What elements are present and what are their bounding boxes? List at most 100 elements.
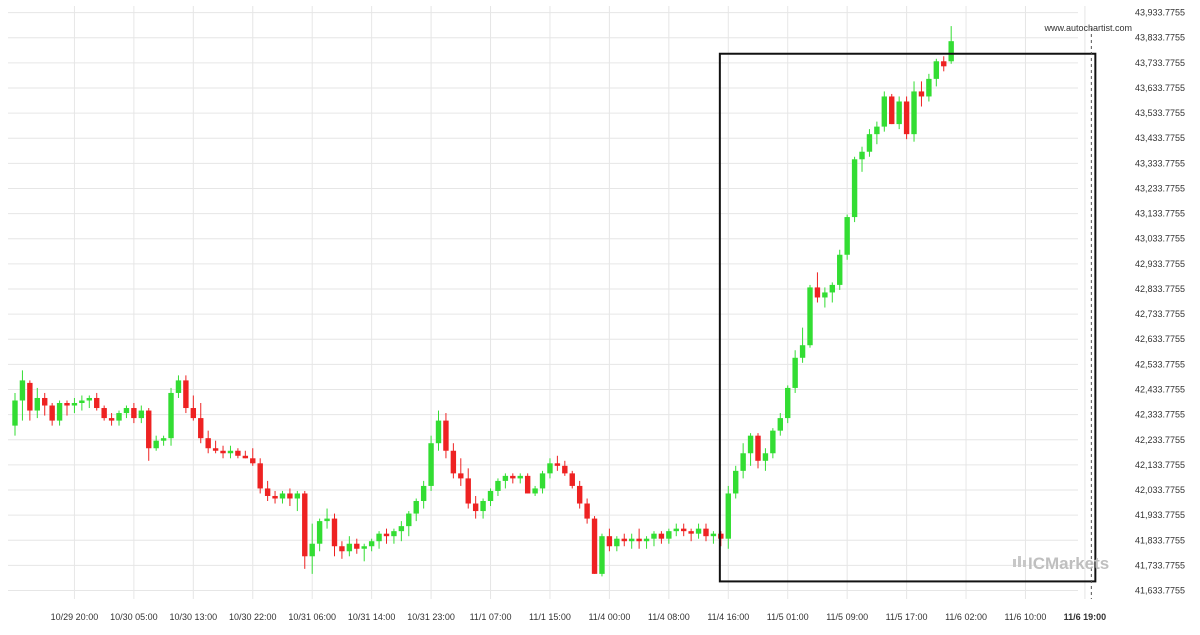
candle-body xyxy=(146,410,152,449)
candle-body xyxy=(829,284,835,293)
candle-body xyxy=(948,41,954,62)
x-tick-label: 11/4 00:00 xyxy=(588,612,630,622)
candle-body xyxy=(524,475,531,494)
candle-body xyxy=(450,450,457,474)
candle-body xyxy=(160,438,167,441)
candle-body xyxy=(562,465,568,474)
candle-body xyxy=(814,287,821,298)
candle-body xyxy=(807,287,813,346)
candle-body xyxy=(257,463,263,489)
candle-body xyxy=(302,493,308,557)
y-tick-label: 43,933.7755 xyxy=(1135,8,1185,18)
candle-body xyxy=(138,410,145,419)
y-tick-label: 42,233.7755 xyxy=(1135,435,1185,445)
y-tick-label: 43,633.7755 xyxy=(1135,83,1185,93)
candle-body xyxy=(584,503,590,519)
x-tick-label: 11/5 17:00 xyxy=(886,612,928,622)
candle-body xyxy=(279,493,286,499)
candle-body xyxy=(762,453,769,461)
y-tick-label: 42,833.7755 xyxy=(1135,284,1185,294)
candle-body xyxy=(606,536,613,547)
candle-body xyxy=(376,533,382,542)
x-axis: 10/29 20:00 10/30 05:00 10/30 13:00 10/30 2… xyxy=(51,612,1107,622)
candle-body xyxy=(183,380,189,409)
candle-body xyxy=(264,488,271,496)
candle-body xyxy=(428,443,434,486)
candle-body xyxy=(785,387,791,419)
candle-body xyxy=(599,536,605,574)
candle-body xyxy=(190,408,197,419)
candle-body xyxy=(19,380,26,401)
candle-body xyxy=(941,61,947,67)
x-tick-label: 11/1 07:00 xyxy=(470,612,512,622)
x-tick-label: 11/6 02:00 xyxy=(945,612,987,622)
y-tick-label: 43,733.7755 xyxy=(1135,58,1185,68)
candle-body xyxy=(554,463,561,466)
candle-body xyxy=(391,531,397,537)
candle-body xyxy=(413,501,419,514)
candle-body xyxy=(837,254,843,285)
y-tick-label: 42,033.7755 xyxy=(1135,485,1185,495)
y-tick-label: 43,833.7755 xyxy=(1135,33,1185,43)
candle-body xyxy=(472,503,479,512)
y-tick-label: 42,733.7755 xyxy=(1135,309,1185,319)
candle-body xyxy=(874,126,880,135)
candle-body xyxy=(666,531,672,539)
candle-body xyxy=(681,528,687,532)
candle-body xyxy=(79,400,85,404)
x-tick-label: 10/29 20:00 xyxy=(51,612,99,622)
candle-body xyxy=(480,501,486,512)
candles xyxy=(12,26,954,577)
candle-body xyxy=(435,420,442,444)
candle-body xyxy=(628,538,635,542)
candle-body xyxy=(889,96,895,125)
candle-body xyxy=(49,405,55,421)
pattern-box xyxy=(718,52,1097,583)
candle-body xyxy=(175,380,182,393)
candle-body xyxy=(465,478,471,504)
candle-body xyxy=(108,418,115,421)
candle-body xyxy=(918,91,925,97)
candle-body xyxy=(851,159,858,218)
y-tick-label: 41,633.7755 xyxy=(1135,586,1185,596)
y-tick-label: 43,033.7755 xyxy=(1135,234,1185,244)
candle-body xyxy=(123,408,130,414)
candle-body xyxy=(443,420,449,451)
candle-body xyxy=(569,473,575,486)
candle-body xyxy=(725,493,731,539)
x-tick-label: 10/31 14:00 xyxy=(348,612,396,622)
candle-body xyxy=(324,518,330,522)
candle-body xyxy=(272,495,278,499)
candle-body xyxy=(71,403,78,406)
candle-body xyxy=(517,475,523,479)
y-tick-label: 42,533.7755 xyxy=(1135,359,1185,369)
candle-body xyxy=(822,292,828,298)
candle-body xyxy=(710,533,717,537)
candle-body xyxy=(688,531,694,534)
candle-body xyxy=(287,493,293,499)
grid-lines xyxy=(8,6,1086,599)
pattern-box-layer xyxy=(718,28,1097,599)
brand-logo-text: ICMarkets xyxy=(1028,554,1109,573)
candle-body xyxy=(227,450,234,454)
candle-body xyxy=(339,546,345,552)
candle-body xyxy=(770,430,776,454)
x-tick-label: 10/30 13:00 xyxy=(170,612,218,622)
candle-body xyxy=(398,526,405,532)
candle-body xyxy=(198,418,204,439)
candle-body xyxy=(911,91,917,135)
candle-body xyxy=(94,397,100,409)
candle-body xyxy=(799,345,806,358)
candle-body xyxy=(309,543,315,557)
x-tick-label: 10/31 06:00 xyxy=(288,612,336,622)
candle-body xyxy=(294,493,301,499)
candle-body xyxy=(250,458,256,464)
candle-body xyxy=(903,101,910,135)
candle-body xyxy=(777,418,783,431)
candle-body xyxy=(643,538,650,542)
candle-body xyxy=(651,533,657,539)
candle-body xyxy=(673,528,679,532)
candle-body xyxy=(242,455,249,459)
y-tick-label: 42,133.7755 xyxy=(1135,460,1185,470)
candle-body xyxy=(86,397,92,401)
